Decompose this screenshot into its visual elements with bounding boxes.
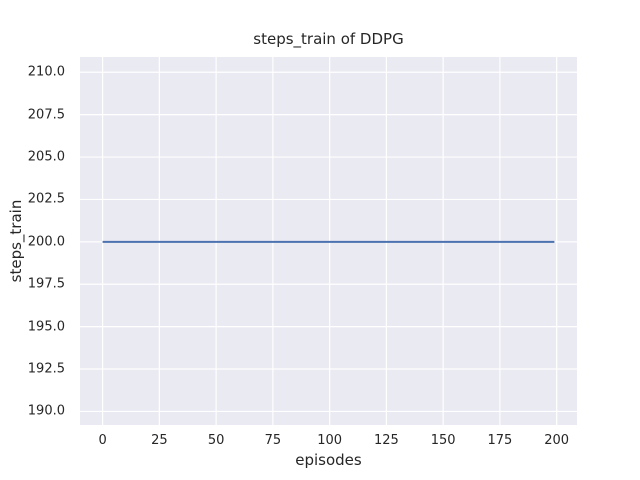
y-tick-label: 200.0 xyxy=(27,234,65,250)
plot-area xyxy=(80,57,577,425)
y-tick-label: 192.5 xyxy=(27,361,65,377)
x-tick-label: 50 xyxy=(207,433,225,448)
y-tick-label: 205.0 xyxy=(27,149,65,165)
x-tick-label: 0 xyxy=(98,433,107,448)
x-axis-label: episodes xyxy=(295,451,362,469)
x-tick-label: 200 xyxy=(544,433,570,448)
y-tick-label: 197.5 xyxy=(27,276,65,292)
x-tick-label: 75 xyxy=(264,433,282,448)
x-tick-label: 25 xyxy=(151,433,168,448)
y-tick-label: 207.5 xyxy=(27,107,65,123)
x-tick-label: 150 xyxy=(430,433,456,448)
chart-title: steps_train of DDPG xyxy=(253,30,404,48)
plot-canvas xyxy=(80,57,577,425)
y-tick-label: 210.0 xyxy=(27,64,65,80)
y-tick-label: 195.0 xyxy=(27,319,65,335)
y-tick-label: 190.0 xyxy=(27,403,65,419)
x-tick-label: 125 xyxy=(373,433,399,448)
x-tick-label: 100 xyxy=(317,433,343,448)
y-tick-label: 202.5 xyxy=(27,191,65,207)
x-tick-label: 175 xyxy=(487,433,513,448)
